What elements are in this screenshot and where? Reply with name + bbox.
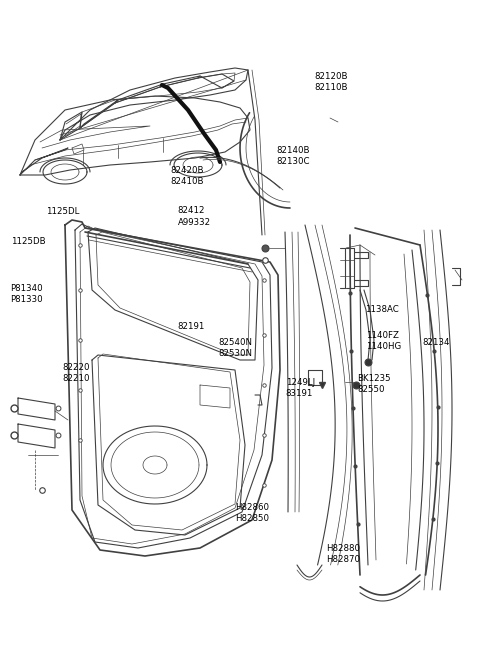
Text: 82140B
82130C: 82140B 82130C [276, 146, 310, 166]
Text: H82860
H82850: H82860 H82850 [235, 503, 269, 523]
Text: P81340
P81330: P81340 P81330 [11, 284, 43, 304]
Text: 1125DB: 1125DB [11, 237, 45, 246]
Text: 82134: 82134 [422, 338, 450, 347]
Text: 82191: 82191 [178, 322, 205, 331]
Text: 1125DL: 1125DL [46, 207, 79, 216]
Text: 82540N
82530N: 82540N 82530N [218, 338, 252, 358]
Text: BK1235
82550: BK1235 82550 [358, 374, 391, 394]
Text: 1249LJ
83191: 1249LJ 83191 [286, 379, 315, 398]
Text: 82220
82210: 82220 82210 [62, 363, 90, 382]
Text: 1138AC: 1138AC [365, 305, 398, 314]
Text: 82420B
82410B: 82420B 82410B [170, 166, 204, 186]
Text: 1140FZ
1140HG: 1140FZ 1140HG [366, 331, 401, 351]
Text: 82412
A99332: 82412 A99332 [178, 207, 211, 226]
Text: H82880
H82870: H82880 H82870 [326, 544, 360, 564]
Text: 82120B
82110B: 82120B 82110B [314, 72, 348, 92]
